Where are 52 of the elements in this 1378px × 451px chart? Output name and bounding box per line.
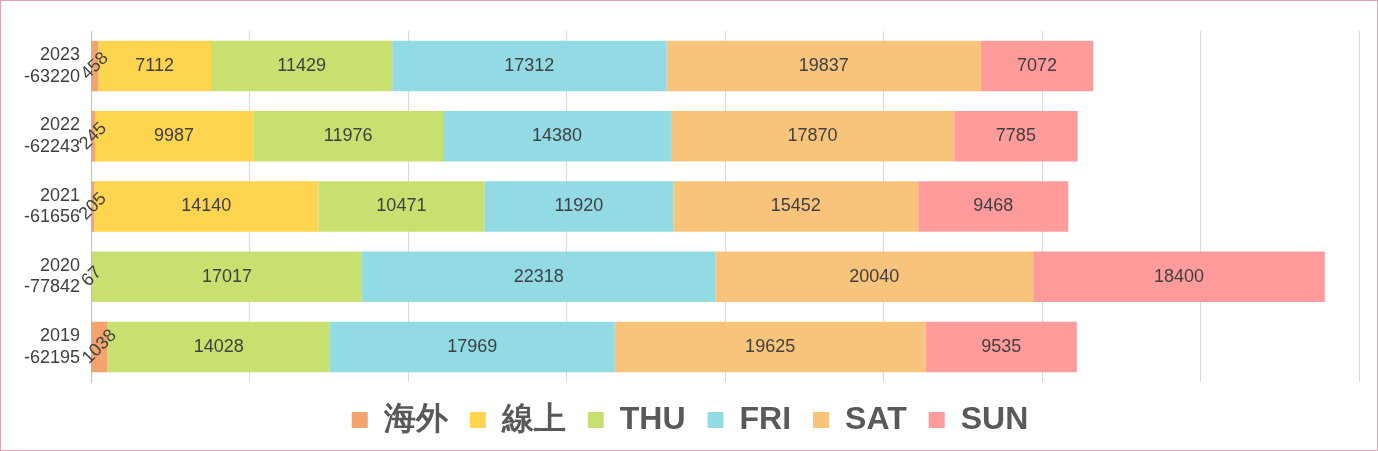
bar — [715, 251, 1034, 302]
bar — [673, 181, 919, 232]
bar — [670, 111, 955, 162]
data-label: 14140 — [181, 195, 232, 216]
data-label: 19837 — [798, 55, 849, 76]
bar — [361, 251, 716, 302]
data-label: 10471 — [376, 195, 427, 216]
y-tick-label: 2019 -62195 — [23, 325, 81, 367]
y-tick-label: 2020 -77842 — [23, 254, 81, 297]
data-label: 17969 — [447, 335, 498, 356]
data-label: 9535 — [981, 335, 1022, 356]
bar — [666, 40, 981, 92]
bar — [329, 321, 615, 373]
bar — [318, 181, 485, 232]
bar — [918, 181, 1069, 232]
legend-label: SUN — [960, 399, 1029, 436]
y-tick-label: 2022 -62243 — [23, 114, 81, 157]
legend-label: SAT — [845, 399, 908, 436]
data-label: 18400 — [1153, 265, 1205, 286]
data-label: 20040 — [849, 265, 900, 286]
legend-label: FRI — [739, 399, 792, 436]
bar — [1033, 251, 1325, 302]
data-label: 22318 — [513, 265, 564, 286]
bar — [614, 321, 926, 373]
data-label: 11429 — [277, 55, 326, 76]
data-label: 9987 — [154, 125, 195, 146]
data-label: 14028 — [193, 335, 244, 356]
bar — [443, 111, 671, 162]
bar — [484, 181, 674, 232]
y-tick-label: 2023 -63220 — [23, 44, 81, 86]
bar — [925, 321, 1077, 373]
data-label: 19625 — [745, 335, 796, 356]
data-label: 14380 — [531, 125, 583, 146]
data-label: 7112 — [135, 55, 175, 76]
data-label: 17870 — [787, 125, 838, 146]
data-label: 11976 — [323, 125, 373, 146]
data-label: 17017 — [201, 265, 252, 286]
data-label: 9468 — [973, 195, 1014, 216]
data-label: 7785 — [995, 125, 1036, 146]
data-label: 7072 — [1016, 55, 1058, 76]
bar — [211, 40, 393, 92]
bar — [954, 111, 1078, 162]
data-label: 15452 — [770, 195, 821, 216]
bar — [392, 40, 667, 92]
legend-label: 海外 — [382, 399, 449, 436]
y-tick-label: 2021 -61656 — [23, 184, 81, 227]
bar — [980, 40, 1094, 92]
legend-label: 線上 — [500, 399, 566, 436]
legend-label: THU — [619, 399, 686, 436]
data-label: 17312 — [504, 55, 555, 76]
data-label: 11920 — [554, 195, 604, 216]
bar — [253, 111, 444, 162]
